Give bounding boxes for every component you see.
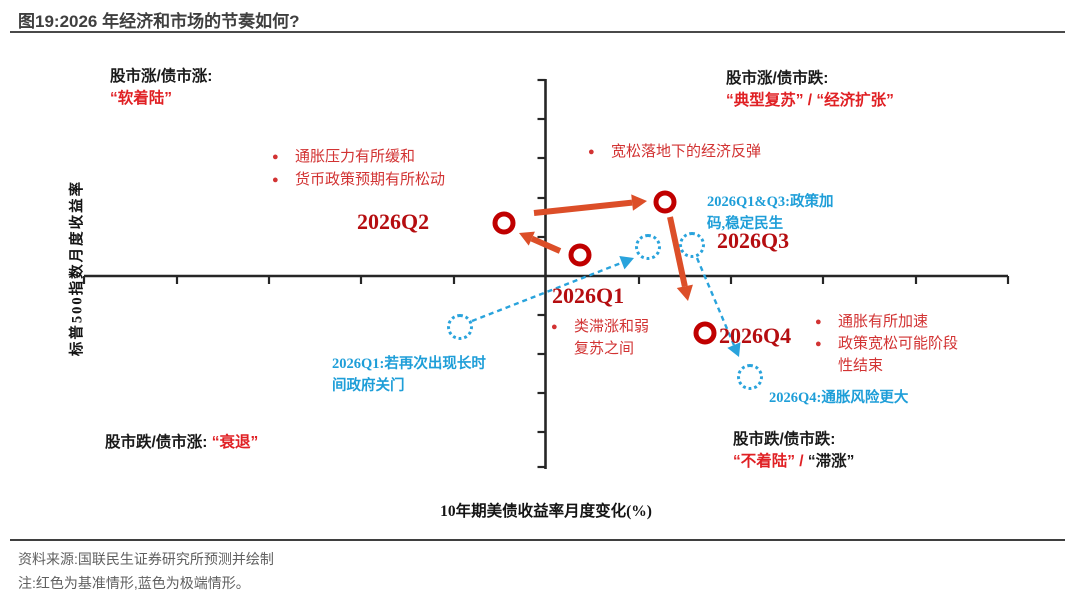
- arrow-extreme-q4-head: [727, 342, 741, 357]
- bullet-easing-rebound: ● 宽松落地下的经济反弹: [588, 141, 861, 163]
- marker-q4-extreme-inflation: [737, 364, 763, 390]
- label-2026q3: 2026Q3: [717, 228, 790, 253]
- arrow-q1-to-q2-shaft: [530, 235, 562, 254]
- marker-q1-baseline: [568, 243, 592, 267]
- bullet-dot-icon: ●: [588, 146, 595, 158]
- marker-q2-baseline: [492, 211, 516, 235]
- arrow-q3-to-q4-head: [676, 284, 693, 301]
- arrow-q1-to-q2-head: [519, 231, 535, 246]
- title-divider: [10, 31, 1065, 33]
- legend-note: 注:红色为基准情形,蓝色为极端情形。: [18, 575, 250, 591]
- bullet-quasi-stagflation: ● 类滞涨和弱复苏之间: [551, 316, 654, 360]
- footer-divider: [10, 539, 1065, 541]
- quadrant-scenario-text: “软着陆”: [110, 90, 173, 107]
- arrow-extreme-q1-head: [619, 256, 634, 270]
- quadrant-scenario-text: “典型复苏” / “经济扩张”: [726, 92, 894, 109]
- bullet-inflation-ease: ● 通胀压力有所缓和: [272, 146, 545, 168]
- bullet-policy-loosen: ● 货币政策预期有所松动: [272, 169, 545, 191]
- bullet-dot-icon: ●: [272, 151, 279, 163]
- arrow-q3-to-q4-shaft: [667, 216, 688, 287]
- marker-q1-extreme-shutdown: [447, 314, 473, 340]
- quadrant-scenario-text: “衰退”: [211, 434, 259, 451]
- bullet-text: 政策宽松可能阶段性结束: [838, 335, 959, 374]
- quadrant-market-text: 股市涨/债市跌:: [726, 70, 829, 87]
- bullet-dot-icon: ●: [815, 338, 822, 350]
- label-2026q1: 2026Q1: [552, 283, 625, 308]
- quadrant-scenario-text-black: “滞涨”: [807, 453, 855, 470]
- note-q4-inflation: 2026Q4:通胀风险更大: [769, 390, 909, 406]
- quadrant-market-text: 股市跌/债市涨:: [105, 434, 208, 451]
- bullet-dot-icon: ●: [551, 321, 558, 333]
- marker-q4-baseline: [693, 321, 717, 345]
- note-q1-shutdown: 2026Q1:若再次出现长时间政府关门: [332, 356, 486, 394]
- marker-q3-baseline: [653, 190, 677, 214]
- bullet-text: 通胀压力有所缓和: [295, 148, 416, 165]
- note-q1q3-policy: 2026Q1&Q3:政策加码,稳定民生: [707, 194, 834, 232]
- source-note: 资料来源:国联民生证券研究所预测并绘制: [18, 551, 274, 567]
- marker-q1q3-extreme-policy-a: [635, 234, 661, 260]
- arrow-q2-to-q3-shaft: [533, 199, 633, 216]
- y-axis-label: 标普500指数月度收益率: [69, 179, 86, 357]
- quadrant-market-text: 股市涨/债市涨:: [110, 68, 213, 85]
- bullet-dot-icon: ●: [272, 174, 279, 186]
- bullet-text: 类滞涨和弱复苏之间: [574, 318, 650, 357]
- quadrant-scenario-text-red: “不着陆” /: [733, 453, 808, 470]
- bullet-text: 宽松落地下的经济反弹: [611, 143, 762, 160]
- marker-q1q3-extreme-policy-b: [679, 232, 705, 258]
- bullet-text: 通胀有所加速: [838, 313, 929, 330]
- figure-title: 图19:2026 年经济和市场的节奏如何?: [18, 12, 300, 31]
- bullet-inflation-accelerate: ● 通胀有所加速: [815, 311, 988, 333]
- x-axis-label: 10年期美债收益率月度变化(%): [440, 503, 652, 520]
- bullet-text: 货币政策预期有所松动: [295, 171, 446, 188]
- quadrant-market-text: 股市跌/债市跌:: [733, 431, 836, 448]
- quadrant-label-bottom-left: 股市跌/债市涨: “衰退”: [105, 432, 258, 454]
- bullet-easing-pause: ● 政策宽松可能阶段性结束: [815, 333, 964, 377]
- label-2026q2: 2026Q2: [357, 209, 430, 234]
- quadrant-label-top-right: 股市涨/债市跌: “典型复苏” / “经济扩张”: [726, 68, 894, 112]
- quadrant-label-bottom-right: 股市跌/债市跌: “不着陆” / “滞涨”: [733, 429, 854, 473]
- arrow-q2-to-q3-head: [631, 194, 647, 211]
- arrow-extreme-q4-shaft: [695, 257, 736, 346]
- label-2026q4: 2026Q4: [719, 323, 792, 348]
- bullet-dot-icon: ●: [815, 316, 822, 328]
- quadrant-label-top-left: 股市涨/债市涨: “软着陆”: [110, 66, 212, 110]
